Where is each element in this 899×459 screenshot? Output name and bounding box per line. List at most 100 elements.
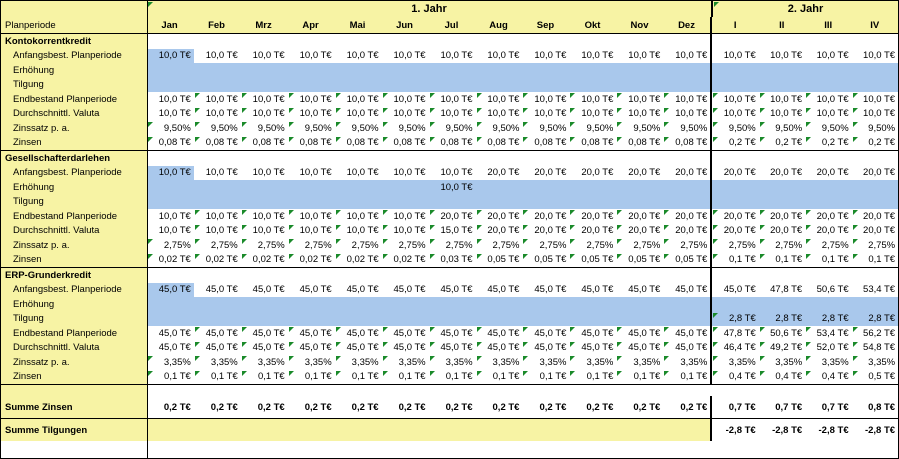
value-cell[interactable] — [805, 180, 852, 195]
value-cell[interactable]: 45,0 T€ — [712, 282, 759, 297]
value-cell[interactable] — [712, 77, 759, 92]
value-cell[interactable]: 10,0 T€ — [851, 48, 899, 63]
value-cell[interactable] — [287, 63, 335, 78]
value-cell[interactable]: 45,0 T€ — [381, 282, 429, 297]
value-cell[interactable] — [428, 63, 476, 78]
value-cell[interactable] — [381, 297, 429, 312]
value-cell[interactable] — [663, 77, 711, 92]
value-cell[interactable] — [475, 180, 523, 195]
value-cell[interactable] — [851, 63, 899, 78]
value-cell[interactable] — [240, 194, 288, 209]
value-cell[interactable]: 45,0 T€ — [569, 282, 617, 297]
value-cell[interactable] — [569, 180, 617, 195]
value-cell[interactable]: 10,0 T€ — [287, 165, 335, 180]
value-cell[interactable]: 10,0 T€ — [381, 165, 429, 180]
value-cell[interactable] — [851, 297, 899, 312]
value-cell[interactable] — [146, 77, 194, 92]
value-cell[interactable]: 10,0 T€ — [428, 180, 476, 195]
value-cell[interactable] — [287, 194, 335, 209]
value-cell[interactable] — [428, 77, 476, 92]
value-cell[interactable] — [569, 77, 617, 92]
value-cell[interactable] — [712, 194, 759, 209]
value-cell[interactable] — [522, 311, 570, 326]
value-cell[interactable] — [381, 180, 429, 195]
value-cell[interactable] — [334, 77, 382, 92]
value-cell[interactable] — [663, 194, 711, 209]
value-cell[interactable]: 10,0 T€ — [334, 48, 382, 63]
value-cell[interactable] — [146, 180, 194, 195]
value-cell[interactable]: 10,0 T€ — [475, 48, 523, 63]
value-cell[interactable] — [240, 311, 288, 326]
value-cell[interactable] — [663, 297, 711, 312]
value-cell[interactable] — [851, 194, 899, 209]
value-cell[interactable] — [805, 297, 852, 312]
value-cell[interactable]: 2,8 T€ — [712, 311, 759, 326]
value-cell[interactable] — [475, 194, 523, 209]
value-cell[interactable] — [663, 311, 711, 326]
value-cell[interactable] — [851, 77, 899, 92]
value-cell[interactable] — [758, 297, 806, 312]
value-cell[interactable]: 50,6 T€ — [805, 282, 852, 297]
value-cell[interactable]: 20,0 T€ — [805, 165, 852, 180]
value-cell[interactable] — [428, 311, 476, 326]
value-cell[interactable] — [334, 311, 382, 326]
value-cell[interactable]: 10,0 T€ — [240, 165, 288, 180]
value-cell[interactable]: 45,0 T€ — [287, 282, 335, 297]
value-cell[interactable] — [569, 297, 617, 312]
value-cell[interactable]: 10,0 T€ — [428, 48, 476, 63]
value-cell[interactable] — [712, 180, 759, 195]
value-cell[interactable]: 45,0 T€ — [193, 282, 241, 297]
value-cell[interactable]: 10,0 T€ — [805, 48, 852, 63]
value-cell[interactable] — [381, 311, 429, 326]
value-cell[interactable] — [146, 63, 194, 78]
value-cell[interactable] — [475, 297, 523, 312]
value-cell[interactable] — [616, 297, 664, 312]
value-cell[interactable] — [334, 194, 382, 209]
value-cell[interactable] — [475, 77, 523, 92]
value-cell[interactable] — [381, 194, 429, 209]
value-cell[interactable] — [240, 77, 288, 92]
value-cell[interactable] — [569, 63, 617, 78]
value-cell[interactable] — [146, 311, 194, 326]
value-cell[interactable]: 10,0 T€ — [569, 48, 617, 63]
value-cell[interactable]: 10,0 T€ — [193, 48, 241, 63]
value-cell[interactable] — [522, 63, 570, 78]
value-cell[interactable] — [428, 297, 476, 312]
value-cell[interactable] — [522, 77, 570, 92]
value-cell[interactable]: 10,0 T€ — [240, 48, 288, 63]
value-cell[interactable] — [616, 77, 664, 92]
value-cell[interactable]: 10,0 T€ — [287, 48, 335, 63]
value-cell[interactable] — [616, 63, 664, 78]
value-cell[interactable]: 20,0 T€ — [712, 165, 759, 180]
value-cell[interactable] — [240, 63, 288, 78]
value-cell[interactable]: 2,8 T€ — [805, 311, 852, 326]
value-cell[interactable] — [381, 63, 429, 78]
value-cell[interactable]: 10,0 T€ — [712, 48, 759, 63]
value-cell[interactable] — [522, 297, 570, 312]
value-cell[interactable] — [287, 180, 335, 195]
value-cell[interactable]: 10,0 T€ — [146, 165, 194, 180]
value-cell[interactable]: 45,0 T€ — [616, 282, 664, 297]
value-cell[interactable] — [287, 297, 335, 312]
value-cell[interactable]: 47,8 T€ — [758, 282, 806, 297]
value-cell[interactable] — [616, 194, 664, 209]
value-cell[interactable] — [758, 77, 806, 92]
value-cell[interactable]: 45,0 T€ — [334, 282, 382, 297]
value-cell[interactable]: 10,0 T€ — [334, 165, 382, 180]
value-cell[interactable]: 45,0 T€ — [428, 282, 476, 297]
value-cell[interactable] — [334, 63, 382, 78]
value-cell[interactable] — [193, 311, 241, 326]
value-cell[interactable] — [193, 63, 241, 78]
value-cell[interactable] — [758, 63, 806, 78]
value-cell[interactable] — [334, 297, 382, 312]
value-cell[interactable] — [287, 77, 335, 92]
value-cell[interactable] — [805, 194, 852, 209]
value-cell[interactable]: 20,0 T€ — [569, 165, 617, 180]
value-cell[interactable]: 20,0 T€ — [663, 165, 711, 180]
value-cell[interactable]: 45,0 T€ — [475, 282, 523, 297]
value-cell[interactable] — [805, 77, 852, 92]
value-cell[interactable] — [712, 297, 759, 312]
value-cell[interactable]: 10,0 T€ — [758, 48, 806, 63]
value-cell[interactable] — [851, 180, 899, 195]
value-cell[interactable] — [616, 180, 664, 195]
